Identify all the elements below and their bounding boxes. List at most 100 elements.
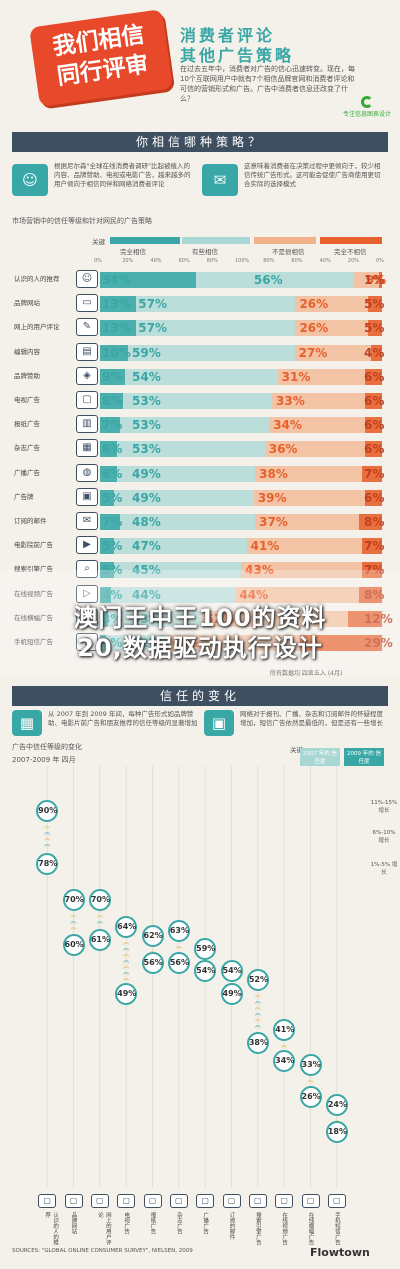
bar-segment bbox=[100, 320, 137, 337]
bar-segment bbox=[359, 514, 382, 530]
row-category-icon: ▶ bbox=[76, 536, 98, 555]
tick-label: 20% bbox=[122, 258, 134, 264]
section-banner-strategy: 你相信哪种策略？ bbox=[12, 132, 388, 152]
value-bubble: 56% bbox=[141, 951, 164, 974]
bar-value-label: 10% bbox=[102, 345, 131, 360]
increase-chevron: ︽ bbox=[254, 998, 261, 1006]
bar-segment bbox=[269, 417, 366, 434]
bar-segment bbox=[253, 489, 365, 506]
bar-segment bbox=[100, 610, 109, 627]
bar-segment bbox=[246, 538, 363, 555]
section2-intro: ▦ 从 2007 年到 2009 年间，每种广告形式如品牌赞助、电影片前广告和朋… bbox=[12, 710, 388, 740]
bar-value-label: 9% bbox=[365, 273, 387, 287]
value-bubble: 54% bbox=[194, 960, 217, 983]
bar-segment bbox=[167, 635, 301, 651]
value-bubble: 90% bbox=[36, 799, 59, 822]
row-category-icon: ☺ bbox=[76, 270, 98, 288]
bar-value-label: 13% bbox=[102, 297, 131, 312]
bar-value-label: 26% bbox=[299, 297, 329, 312]
category-label: 认识的人的推荐 bbox=[44, 1212, 59, 1245]
bar-value-label: 22% bbox=[132, 636, 161, 650]
bar-value-label: 49% bbox=[132, 466, 161, 481]
bar-segment bbox=[362, 538, 382, 555]
bar-value-label: 6% bbox=[364, 490, 385, 505]
tick-label: 20% bbox=[347, 258, 359, 264]
category-label: 在线视频广告 bbox=[281, 1212, 288, 1245]
bar-segment bbox=[201, 610, 349, 627]
category-label: 订阅的邮件 bbox=[228, 1212, 235, 1240]
increase-chevron: ︽ bbox=[123, 968, 130, 976]
bar-segment bbox=[122, 393, 272, 409]
category-icon: ▢ bbox=[248, 1194, 267, 1208]
bar-segment bbox=[114, 538, 247, 555]
row-category-icon: ▬ bbox=[76, 608, 98, 627]
footer-brand: Flowtown bbox=[310, 1246, 370, 1259]
row-category-icon: ▣ bbox=[76, 487, 98, 506]
bar-value-label: 34% bbox=[273, 418, 302, 433]
row-category-label: 订阅的邮件 bbox=[14, 517, 47, 525]
bar-value-label: 47% bbox=[132, 539, 161, 554]
chart1-note: 所有数据均 四舍五入 (4月) bbox=[270, 670, 343, 677]
increase-chevron: ︽ bbox=[44, 834, 51, 842]
bar-value-label: 57% bbox=[138, 297, 168, 312]
category-icon: ▢ bbox=[64, 1194, 83, 1208]
bar-segment bbox=[111, 586, 236, 603]
value-bubble: 26% bbox=[299, 1085, 322, 1108]
row-category-icon: ⌕ bbox=[76, 560, 98, 579]
bar-segment bbox=[125, 368, 278, 385]
intro2-right-text: 网络对于报刊、广播、杂志和订阅邮件的怀疑程度增加，短信广告依然是最低的，但是还有… bbox=[240, 710, 383, 727]
bar-segment bbox=[116, 441, 265, 458]
value-bubble: 38% bbox=[246, 1031, 269, 1054]
row-category-icon: ▷ bbox=[76, 584, 98, 603]
bar-value-label: 39% bbox=[257, 490, 287, 505]
row-category-label: 报纸广告 bbox=[14, 420, 40, 429]
overlay-caption-line-2: 20,数据驱动执行设计 bbox=[77, 634, 323, 662]
bar-row: 网上的用户评论 ✎ 13% 57% 26% 5% bbox=[14, 318, 388, 340]
increase-chevron: ︽ bbox=[96, 912, 103, 919]
bar-segment bbox=[348, 610, 382, 627]
bar-value-label: 34% bbox=[102, 273, 131, 287]
row-category-icon: ▢ bbox=[76, 391, 98, 409]
bar-value-label: 43% bbox=[245, 563, 274, 578]
value-bubble: 59% bbox=[194, 938, 217, 961]
bar-segment bbox=[255, 514, 360, 530]
bar-segment bbox=[365, 393, 382, 409]
bar-value-label: 52% bbox=[205, 611, 235, 626]
badge-title: 我们相信 同行评审 bbox=[51, 21, 151, 91]
bar-row: 编辑内容 ▤ 10% 59% 27% 4% bbox=[14, 342, 388, 365]
screen-icon: ▣ bbox=[204, 710, 234, 736]
bar-value-label: 29% bbox=[364, 636, 393, 650]
bar-value-label: 57% bbox=[138, 321, 168, 336]
bar-segment bbox=[100, 586, 112, 603]
bar-value-label: 45% bbox=[132, 563, 161, 578]
row-category-icon: ▭ bbox=[76, 294, 98, 313]
increase-chevron: ︽ bbox=[123, 956, 130, 964]
row-category-label: 广告牌 bbox=[14, 492, 34, 501]
row-category-icon: ▦ bbox=[76, 439, 98, 458]
increase-chevron: ︽ bbox=[70, 918, 77, 925]
increase-chevron: ︽ bbox=[175, 943, 182, 951]
bar-segment bbox=[255, 465, 363, 482]
bar-segment bbox=[114, 489, 254, 506]
value-bubble: 49% bbox=[220, 982, 243, 1005]
value-bubble: 78% bbox=[36, 853, 59, 876]
row-category-icon: ▥ bbox=[76, 415, 98, 434]
bar-segment bbox=[100, 393, 123, 409]
tick-label: 60% bbox=[178, 258, 190, 264]
header-title-line-2: 其他广告策略 bbox=[180, 46, 295, 65]
bar-row: 电影院前广告 ▶ 5% 47% 41% 7% bbox=[14, 536, 388, 558]
increase-chevron: ︽ bbox=[96, 918, 103, 925]
value-bubble: 64% bbox=[115, 915, 138, 938]
badge: 我们相信 同行评审 bbox=[29, 9, 173, 107]
value-bubble: 56% bbox=[167, 951, 190, 974]
bar-segment bbox=[294, 344, 371, 361]
bar-value-label: 7% bbox=[364, 539, 385, 554]
bar-value-label: 41% bbox=[250, 539, 280, 554]
bar-value-label: 33% bbox=[132, 611, 161, 626]
bar-segment bbox=[365, 368, 382, 385]
bar-segment bbox=[362, 465, 382, 482]
logo-icon bbox=[361, 96, 373, 108]
row-category-label: 网上的用户评论 bbox=[14, 323, 60, 332]
bar-segment bbox=[295, 320, 369, 337]
bar-segment bbox=[353, 272, 380, 288]
